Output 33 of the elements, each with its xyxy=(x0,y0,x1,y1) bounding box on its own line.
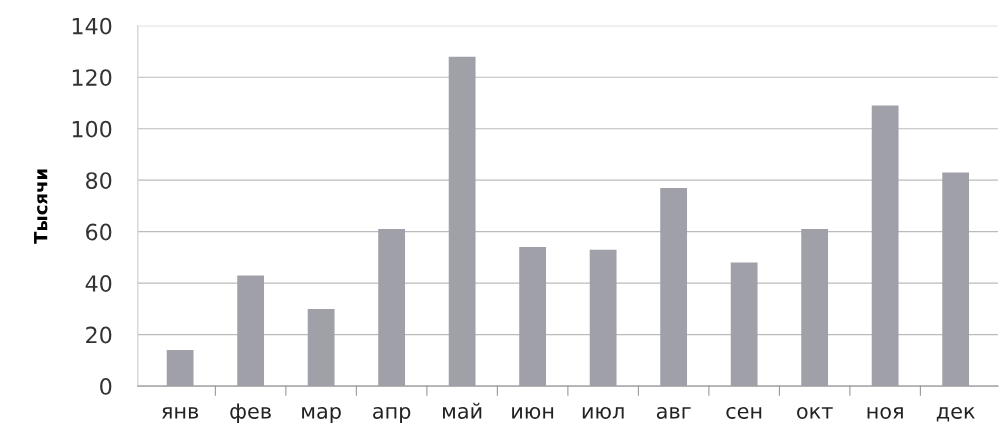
bar xyxy=(378,229,406,387)
y-tick-label: 120 xyxy=(72,69,112,86)
y-tick-label: 0 xyxy=(100,378,112,395)
y-tick-label: 40 xyxy=(85,275,112,292)
bar xyxy=(801,229,829,387)
bar xyxy=(871,105,899,387)
x-tick-label: июл xyxy=(582,406,624,419)
y-tick-label: 20 xyxy=(86,326,112,344)
y-axis-title: Тысячи xyxy=(34,169,48,244)
bar xyxy=(448,56,476,387)
bar xyxy=(942,172,970,387)
bar xyxy=(519,247,547,387)
bar xyxy=(730,262,758,387)
bar xyxy=(166,350,194,387)
x-tick-label: апр xyxy=(373,406,411,423)
x-tick-label: дек xyxy=(936,406,975,422)
bar xyxy=(589,249,617,387)
x-tick-label: май xyxy=(443,402,482,419)
y-tick-label: 140 xyxy=(72,17,112,35)
x-tick-label: янв xyxy=(162,407,199,419)
y-tick-label: 60 xyxy=(86,223,112,241)
x-tick-label: сен xyxy=(726,406,762,419)
x-tick-label: мар xyxy=(302,406,341,423)
bar xyxy=(307,308,335,387)
bar xyxy=(660,187,688,387)
y-tick-label: 80 xyxy=(86,172,112,189)
x-tick-label: июн xyxy=(512,406,554,419)
x-tick-label: ноя xyxy=(867,406,903,419)
x-tick-label: фев xyxy=(230,403,271,423)
x-tick-label: окт xyxy=(797,406,833,419)
bar xyxy=(237,275,265,387)
y-tick-label: 100 xyxy=(72,120,112,138)
x-tick-label: авг xyxy=(656,406,691,419)
